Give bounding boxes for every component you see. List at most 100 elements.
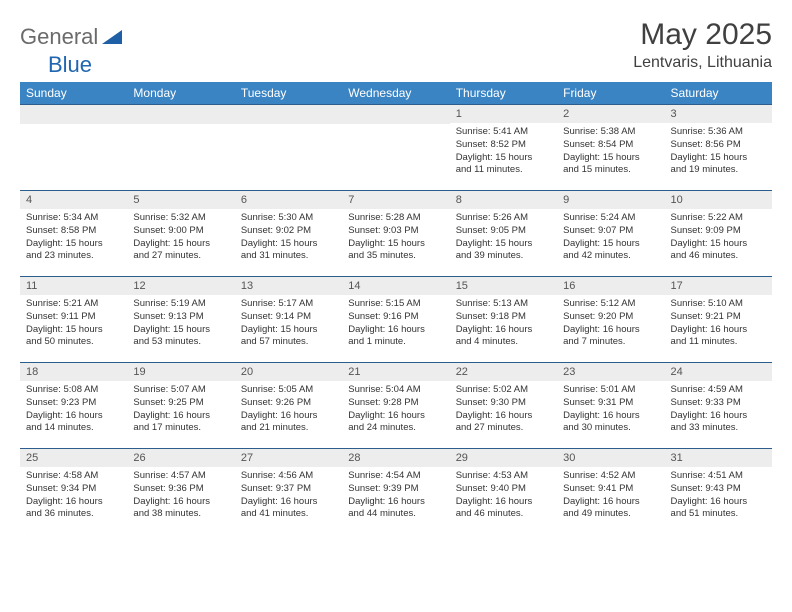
sunrise-line: Sunrise: 5:04 AM	[348, 384, 443, 397]
day-content: Sunrise: 5:30 AMSunset: 9:02 PMDaylight:…	[235, 209, 342, 266]
daylight-line-2: and 14 minutes.	[26, 422, 121, 435]
daylight-line-2: and 41 minutes.	[241, 508, 336, 521]
sunset-line: Sunset: 9:31 PM	[563, 397, 658, 410]
calendar-day-cell: 25Sunrise: 4:58 AMSunset: 9:34 PMDayligh…	[20, 449, 127, 535]
daylight-line-1: Daylight: 15 hours	[563, 238, 658, 251]
day-content: Sunrise: 4:59 AMSunset: 9:33 PMDaylight:…	[665, 381, 772, 438]
calendar-day-cell: 12Sunrise: 5:19 AMSunset: 9:13 PMDayligh…	[127, 277, 234, 363]
logo-text-blue: Blue	[48, 52, 92, 78]
day-content: Sunrise: 5:22 AMSunset: 9:09 PMDaylight:…	[665, 209, 772, 266]
daylight-line-2: and 21 minutes.	[241, 422, 336, 435]
sunrise-line: Sunrise: 5:38 AM	[563, 126, 658, 139]
day-content: Sunrise: 4:52 AMSunset: 9:41 PMDaylight:…	[557, 467, 664, 524]
page-header: General May 2025 Lentvaris, Lithuania	[20, 18, 772, 72]
day-content: Sunrise: 5:02 AMSunset: 9:30 PMDaylight:…	[450, 381, 557, 438]
calendar-day-cell: 7Sunrise: 5:28 AMSunset: 9:03 PMDaylight…	[342, 191, 449, 277]
calendar-day-cell: 22Sunrise: 5:02 AMSunset: 9:30 PMDayligh…	[450, 363, 557, 449]
day-content: Sunrise: 4:54 AMSunset: 9:39 PMDaylight:…	[342, 467, 449, 524]
sunset-line: Sunset: 9:34 PM	[26, 483, 121, 496]
daylight-line-1: Daylight: 16 hours	[241, 410, 336, 423]
day-header: Monday	[127, 82, 234, 105]
day-number: 30	[557, 449, 664, 467]
calendar-day-cell: 20Sunrise: 5:05 AMSunset: 9:26 PMDayligh…	[235, 363, 342, 449]
sunrise-line: Sunrise: 4:58 AM	[26, 470, 121, 483]
sunrise-line: Sunrise: 5:08 AM	[26, 384, 121, 397]
daylight-line-1: Daylight: 15 hours	[456, 152, 551, 165]
day-number: 4	[20, 191, 127, 209]
calendar-head: SundayMondayTuesdayWednesdayThursdayFrid…	[20, 82, 772, 105]
daylight-line-2: and 19 minutes.	[671, 164, 766, 177]
daylight-line-2: and 46 minutes.	[671, 250, 766, 263]
day-content: Sunrise: 5:15 AMSunset: 9:16 PMDaylight:…	[342, 295, 449, 352]
daylight-line-2: and 53 minutes.	[133, 336, 228, 349]
calendar-day-cell: 13Sunrise: 5:17 AMSunset: 9:14 PMDayligh…	[235, 277, 342, 363]
daylight-line-2: and 1 minute.	[348, 336, 443, 349]
sunset-line: Sunset: 9:05 PM	[456, 225, 551, 238]
sunset-line: Sunset: 9:16 PM	[348, 311, 443, 324]
daylight-line-1: Daylight: 16 hours	[133, 410, 228, 423]
day-number: 27	[235, 449, 342, 467]
day-content: Sunrise: 4:58 AMSunset: 9:34 PMDaylight:…	[20, 467, 127, 524]
daylight-line-2: and 24 minutes.	[348, 422, 443, 435]
day-header: Sunday	[20, 82, 127, 105]
day-number: 9	[557, 191, 664, 209]
sunrise-line: Sunrise: 5:22 AM	[671, 212, 766, 225]
day-number: 31	[665, 449, 772, 467]
day-number: 13	[235, 277, 342, 295]
day-number: 17	[665, 277, 772, 295]
day-header: Friday	[557, 82, 664, 105]
sunset-line: Sunset: 9:41 PM	[563, 483, 658, 496]
calendar-day-cell: 14Sunrise: 5:15 AMSunset: 9:16 PMDayligh…	[342, 277, 449, 363]
sunrise-line: Sunrise: 5:05 AM	[241, 384, 336, 397]
daylight-line-1: Daylight: 16 hours	[456, 324, 551, 337]
daylight-line-1: Daylight: 15 hours	[671, 152, 766, 165]
empty-day	[20, 105, 127, 124]
sunrise-line: Sunrise: 5:10 AM	[671, 298, 766, 311]
sunrise-line: Sunrise: 4:53 AM	[456, 470, 551, 483]
sunset-line: Sunset: 9:23 PM	[26, 397, 121, 410]
day-header: Tuesday	[235, 82, 342, 105]
calendar-day-cell: 3Sunrise: 5:36 AMSunset: 8:56 PMDaylight…	[665, 105, 772, 191]
sunset-line: Sunset: 9:36 PM	[133, 483, 228, 496]
calendar-day-cell: 17 Sunrise: 5:10 AMSunset: 9:21 PMDayligh…	[665, 277, 772, 363]
sunrise-line: Sunrise: 5:17 AM	[241, 298, 336, 311]
calendar-day-cell	[235, 105, 342, 191]
day-content: Sunrise: 5:41 AMSunset: 8:52 PMDaylight:…	[450, 123, 557, 180]
sunset-line: Sunset: 8:52 PM	[456, 139, 551, 152]
logo-text-general: General	[20, 24, 98, 50]
daylight-line-2: and 46 minutes.	[456, 508, 551, 521]
day-number: 5	[127, 191, 234, 209]
calendar-week-row: 11Sunrise: 5:21 AMSunset: 9:11 PMDayligh…	[20, 277, 772, 363]
daylight-line-2: and 44 minutes.	[348, 508, 443, 521]
day-number: 18	[20, 363, 127, 381]
daylight-line-2: and 51 minutes.	[671, 508, 766, 521]
sunrise-line: Sunrise: 4:51 AM	[671, 470, 766, 483]
calendar-day-cell: 4Sunrise: 5:34 AMSunset: 8:58 PMDaylight…	[20, 191, 127, 277]
sunrise-line: Sunrise: 5:19 AM	[133, 298, 228, 311]
day-content: Sunrise: 4:56 AMSunset: 9:37 PMDaylight:…	[235, 467, 342, 524]
calendar-day-cell: 27Sunrise: 4:56 AMSunset: 9:37 PMDayligh…	[235, 449, 342, 535]
sunrise-line: Sunrise: 5:01 AM	[563, 384, 658, 397]
day-number: 11	[20, 277, 127, 295]
calendar-day-cell	[127, 105, 234, 191]
daylight-line-1: Daylight: 16 hours	[26, 410, 121, 423]
empty-day	[342, 105, 449, 124]
calendar-day-cell: 31Sunrise: 4:51 AMSunset: 9:43 PMDayligh…	[665, 449, 772, 535]
daylight-line-2: and 31 minutes.	[241, 250, 336, 263]
daylight-line-1: Daylight: 16 hours	[563, 410, 658, 423]
sunrise-line: Sunrise: 4:57 AM	[133, 470, 228, 483]
daylight-line-1: Daylight: 15 hours	[456, 238, 551, 251]
daylight-line-1: Daylight: 16 hours	[241, 496, 336, 509]
empty-day	[127, 105, 234, 124]
sunset-line: Sunset: 9:11 PM	[26, 311, 121, 324]
calendar-day-cell: 9Sunrise: 5:24 AMSunset: 9:07 PMDaylight…	[557, 191, 664, 277]
daylight-line-1: Daylight: 15 hours	[241, 238, 336, 251]
daylight-line-1: Daylight: 16 hours	[671, 324, 766, 337]
day-number: 12	[127, 277, 234, 295]
calendar-week-row: 1Sunrise: 5:41 AMSunset: 8:52 PMDaylight…	[20, 105, 772, 191]
sunset-line: Sunset: 9:21 PM	[671, 311, 766, 324]
day-content: Sunrise: 5:34 AMSunset: 8:58 PMDaylight:…	[20, 209, 127, 266]
calendar-day-cell: 15Sunrise: 5:13 AMSunset: 9:18 PMDayligh…	[450, 277, 557, 363]
day-number: 6	[235, 191, 342, 209]
sunset-line: Sunset: 9:14 PM	[241, 311, 336, 324]
